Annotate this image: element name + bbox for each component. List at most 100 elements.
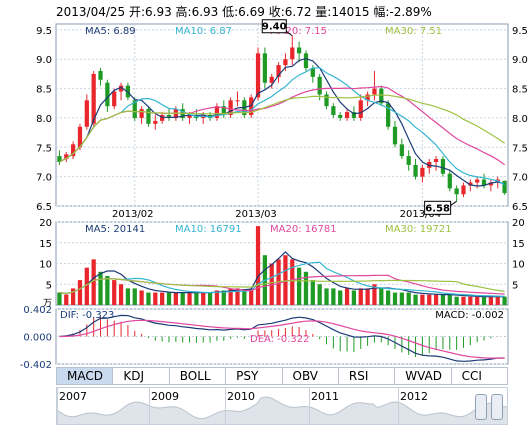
volume-bar <box>310 280 315 305</box>
candle-body <box>392 126 398 145</box>
price-y-tick-left: 6.5 <box>36 202 52 213</box>
volume-bar <box>427 294 432 305</box>
volume-bar <box>331 288 336 305</box>
volume-bar <box>420 294 425 305</box>
price-legend-item: MA5: 6.89 <box>85 26 136 37</box>
candle-body <box>440 159 446 174</box>
navigator-left-handle[interactable] <box>475 394 487 420</box>
volume-ma30-line <box>59 278 505 295</box>
volume-bar <box>351 290 357 305</box>
volume-legend-item: MA20: 16781 <box>270 224 337 235</box>
candle-body <box>112 91 117 107</box>
volume-bar <box>317 284 322 305</box>
volume-bar <box>221 290 226 305</box>
navigator-mini-chart <box>57 396 507 424</box>
volume-bar <box>344 288 350 305</box>
candle-body <box>413 164 418 177</box>
volume-bar <box>153 292 158 305</box>
candle-body <box>420 167 425 177</box>
low-marker-box <box>424 200 452 215</box>
volume-bar <box>440 294 446 305</box>
volume-bar <box>379 288 384 305</box>
price-y-tick-left: 8.0 <box>36 114 52 125</box>
volume-bar <box>105 275 110 305</box>
volume-bar <box>303 271 309 305</box>
navigator-year-label: 2011 <box>311 390 339 403</box>
macd-label: MACD: -0.002 <box>435 310 504 321</box>
price-y-tick-right: 8.0 <box>512 114 528 125</box>
price-y-tick-right: 8.5 <box>512 85 528 96</box>
navigator-year-label: 2007 <box>59 390 87 403</box>
volume-bar <box>365 288 370 305</box>
candle-body <box>351 112 357 118</box>
macd-y-tick: 0.000 <box>23 333 52 344</box>
price-y-tick-right: 9.0 <box>512 55 528 66</box>
dif-line <box>59 314 505 362</box>
ma10-line <box>59 67 505 186</box>
volume-bar <box>468 296 473 305</box>
candle-body <box>262 53 268 83</box>
time-navigator[interactable]: 2007 2009 2010 2011 2012 <box>56 387 508 425</box>
price-legend-item: MA20: 7.15 <box>270 26 327 37</box>
volume-bar <box>481 296 487 305</box>
volume-bar <box>139 290 144 305</box>
volume-unit-label: 万 <box>43 299 52 309</box>
candle-body <box>235 100 240 102</box>
volume-bar <box>98 271 103 305</box>
price-panel: 9.5 9.5 9.0 9.0 8.5 8.5 8.0 8.0 7.5 7.5 7.0 7.0 6.5 6… <box>36 19 528 220</box>
candle-body <box>344 112 350 118</box>
volume-y-tick-right: 15 <box>512 239 525 250</box>
tab-cci[interactable]: CCI <box>461 369 482 383</box>
price-y-tick-left: 7.0 <box>36 173 52 184</box>
volume-y-tick-left: 10 <box>39 260 52 271</box>
navigator-year-label: 2010 <box>227 390 255 403</box>
price-legend-item: MA10: 6.87 <box>175 26 232 37</box>
price-x-label: 2013/04 <box>400 209 442 220</box>
candle-body <box>153 120 158 124</box>
tab-macd[interactable]: MACD <box>57 368 114 384</box>
dif-label: DIF: -0.323 <box>60 310 114 321</box>
volume-bar <box>454 296 459 305</box>
candle-body <box>475 179 480 183</box>
candle-body <box>290 47 295 60</box>
price-legend-item: MA30: 7.51 <box>385 26 442 37</box>
candle-body <box>317 76 322 95</box>
candle-body <box>338 115 343 118</box>
candle-body <box>221 106 226 115</box>
volume-bar <box>495 296 500 305</box>
volume-y-tick-right: 20 <box>512 218 525 229</box>
volume-bar <box>194 292 199 305</box>
navigator-right-handle[interactable] <box>491 394 503 420</box>
price-x-label: 2013/03 <box>235 209 277 220</box>
dea-label: DEA: -0.322 <box>250 334 309 345</box>
navigator-history-area <box>57 396 507 424</box>
volume-bar <box>249 288 254 305</box>
candle-body <box>132 100 137 118</box>
volume-bar <box>324 288 329 305</box>
low-marker-label: 6.58 <box>425 203 450 214</box>
volume-bar <box>228 288 233 305</box>
candle-body <box>166 115 172 118</box>
volume-legend-item: MA30: 19721 <box>385 224 452 235</box>
candle-body <box>70 144 76 157</box>
navigator-year-label: 2012 <box>400 390 428 403</box>
volume-bar <box>290 259 295 305</box>
volume-bar <box>269 263 274 305</box>
tab-psy[interactable]: PSY <box>226 368 283 384</box>
candle-body <box>57 156 62 162</box>
candle-body <box>447 173 452 189</box>
price-y-tick-left: 9.0 <box>36 55 52 66</box>
navigator-year-divider <box>309 388 310 424</box>
volume-bar <box>283 255 288 305</box>
candle-body <box>77 126 83 148</box>
tab-boll[interactable]: BOLL <box>170 368 227 384</box>
macd-y-tick: -0.402 <box>20 360 52 371</box>
tab-obv[interactable]: OBV <box>283 368 339 384</box>
candle-body <box>433 159 439 162</box>
tab-wvad[interactable]: WVAD <box>395 368 452 384</box>
candle-body <box>454 188 459 195</box>
tab-kdj[interactable]: KDJ <box>113 368 170 384</box>
tab-rsi[interactable]: RSI <box>339 368 396 384</box>
volume-bar <box>125 288 131 305</box>
candle-body <box>461 185 466 195</box>
